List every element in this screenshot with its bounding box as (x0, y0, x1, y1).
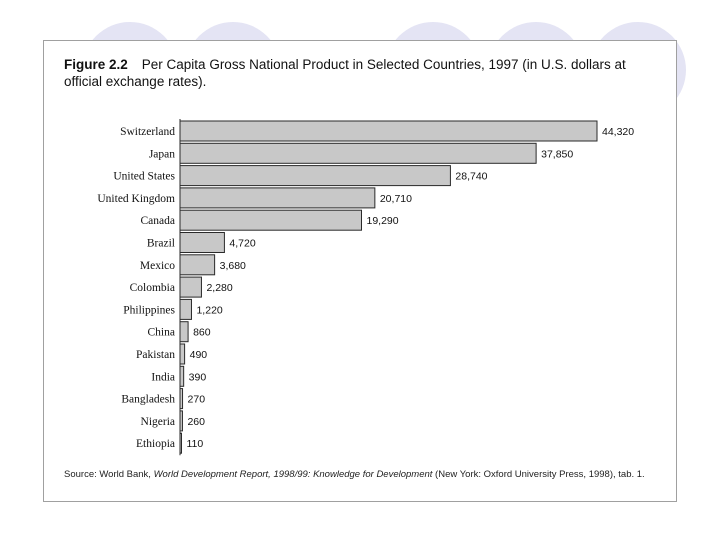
figure-panel: Figure 2.2 Per Capita Gross National Prod… (43, 40, 677, 502)
value-label-bangladesh: 270 (188, 394, 206, 406)
bar-bangladesh (179, 388, 184, 410)
source-suffix: (New York: Oxford University Press, 1998… (432, 469, 645, 480)
category-label-united-kingdom: United Kingdom (97, 193, 175, 205)
category-label-switzerland: Switzerland (120, 126, 175, 138)
value-label-india: 390 (189, 371, 207, 383)
value-label-united-kingdom: 20,710 (380, 193, 412, 205)
bar-mexico (179, 254, 216, 276)
bar-india (179, 365, 185, 387)
value-label-nigeria: 260 (187, 416, 205, 428)
source-title: World Development Report, 1998/99: Knowl… (153, 469, 433, 480)
value-label-mexico: 3,680 (220, 260, 246, 272)
bar-philippines (179, 298, 192, 320)
category-label-colombia: Colombia (130, 282, 175, 294)
value-label-canada: 19,290 (366, 215, 398, 227)
value-label-switzerland: 44,320 (602, 126, 634, 138)
bar-pakistan (179, 343, 186, 365)
bar-chart: Switzerland 44,320 Japan 37,850 United State… (97, 119, 634, 456)
bar-switzerland (179, 120, 598, 142)
bar-united-kingdom (179, 187, 376, 209)
figure-label: Figure 2.2 (64, 57, 128, 72)
figure-source: Source: World Bank, World Development Re… (64, 468, 664, 481)
category-label-china: China (148, 327, 175, 339)
figure-title: Per Capita Gross National Product in Sel… (64, 57, 626, 89)
bar-united-states (179, 165, 451, 187)
category-label-pakistan: Pakistan (136, 349, 175, 361)
category-label-canada: Canada (141, 215, 175, 227)
bar-china (179, 321, 189, 343)
bar-canada (179, 209, 362, 231)
source-prefix: Source: World Bank, (64, 469, 154, 480)
bar-colombia (179, 276, 202, 298)
value-label-philippines: 1,220 (196, 304, 222, 316)
value-label-colombia: 2,280 (206, 282, 232, 294)
bar-ethiopia (179, 432, 182, 454)
category-label-brazil: Brazil (147, 238, 175, 250)
category-label-philippines: Philippines (123, 304, 175, 316)
value-label-united-states: 28,740 (455, 171, 487, 183)
value-label-brazil: 4,720 (229, 238, 255, 250)
category-label-bangladesh: Bangladesh (121, 394, 175, 406)
category-label-nigeria: Nigeria (141, 416, 175, 428)
value-label-pakistan: 490 (190, 349, 208, 361)
bar-nigeria (179, 410, 183, 432)
figure-heading: Figure 2.2 Per Capita Gross National Prod… (64, 56, 664, 90)
category-label-japan: Japan (149, 148, 175, 160)
value-label-ethiopia: 110 (187, 438, 204, 450)
category-label-ethiopia: Ethiopia (136, 438, 175, 450)
category-label-mexico: Mexico (140, 260, 175, 272)
value-label-japan: 37,850 (541, 148, 573, 160)
bar-brazil (179, 232, 225, 253)
value-label-china: 860 (193, 327, 211, 339)
bar-japan (179, 142, 537, 164)
category-label-india: India (151, 371, 175, 383)
category-label-united-states: United States (113, 171, 175, 183)
